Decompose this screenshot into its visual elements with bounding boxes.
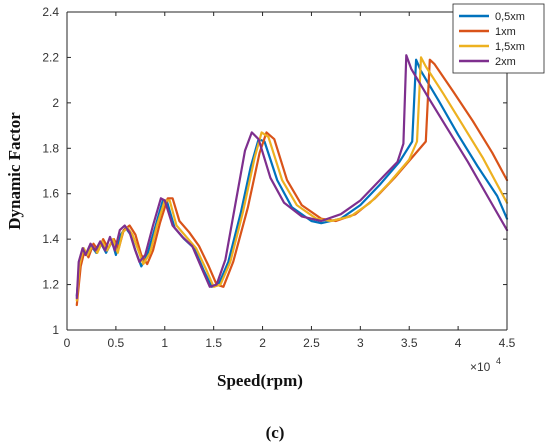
series-line xyxy=(75,54,509,300)
x-tick-label: 2 xyxy=(259,336,266,350)
legend-label: 0,5xm xyxy=(495,11,525,23)
legend-label: 1,5xm xyxy=(495,41,525,53)
x-tick-label: 3.5 xyxy=(401,336,418,350)
y-tick-label: 1 xyxy=(52,323,59,337)
x-tick-label: 1 xyxy=(161,336,168,350)
x-exponent-base: ×10 xyxy=(470,360,491,374)
y-tick-label: 2.4 xyxy=(42,5,59,19)
x-axis-label: Speed(rpm) xyxy=(217,371,303,390)
y-tick-label: 2.2 xyxy=(42,50,59,64)
legend-label: 2xm xyxy=(495,56,516,68)
y-tick-label: 1.8 xyxy=(42,141,59,155)
legend-items: 0,5xm 1xm 1,5xm 2xm xyxy=(459,11,525,68)
x-tick-label: 4.5 xyxy=(499,336,516,350)
x-tick-label: 0 xyxy=(64,336,71,350)
axes-frame xyxy=(66,11,508,331)
plot-background xyxy=(67,12,507,330)
legend-label: 1xm xyxy=(495,26,516,38)
x-exponent-power: 4 xyxy=(496,356,501,366)
y-tick-label: 1.6 xyxy=(42,187,59,201)
x-tick-label: 1.5 xyxy=(205,336,222,350)
series-lines xyxy=(75,54,509,307)
x-tick-label: 4 xyxy=(455,336,462,350)
y-axis-label: Dynamic Factor xyxy=(5,112,24,230)
x-exponent: ×10 4 xyxy=(470,356,501,374)
x-tick-label: 3 xyxy=(357,336,364,350)
y-ticks: 1 1.2 1.4 1.6 1.8 2 2.2 2.4 xyxy=(42,5,507,337)
figure-caption: (c) xyxy=(266,423,285,442)
y-tick-label: 1.2 xyxy=(42,278,59,292)
y-tick-label: 1.4 xyxy=(42,232,59,246)
series-line xyxy=(75,56,509,302)
x-tick-label: 0.5 xyxy=(108,336,125,350)
plot-area: 0 0.5 1 1.5 2 2.5 3 3.5 4 4.5 1 1.2 1.4 1.6 1.8 2 2.2 2.… xyxy=(42,5,515,350)
x-tick-label: 2.5 xyxy=(303,336,320,350)
legend: 0,5xm 1xm 1,5xm 2xm xyxy=(452,3,545,74)
x-ticks: 0 0.5 1 1.5 2 2.5 3 3.5 4 4.5 xyxy=(64,12,516,350)
y-tick-label: 2 xyxy=(52,96,59,110)
